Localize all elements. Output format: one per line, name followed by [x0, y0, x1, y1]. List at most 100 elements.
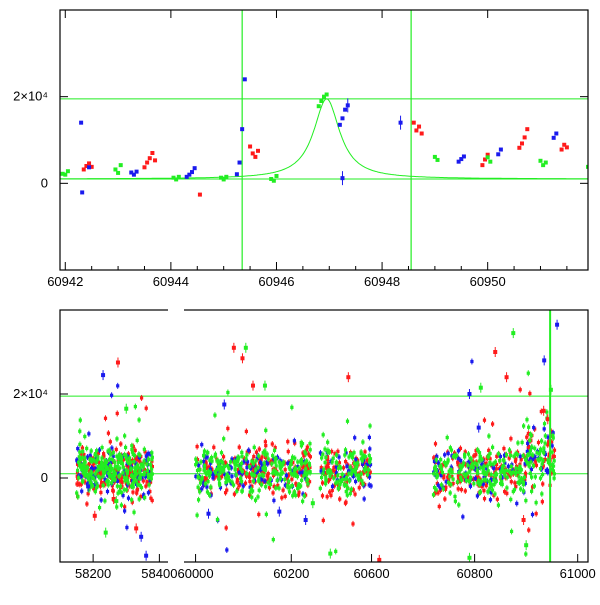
season-0-red-point [80, 446, 85, 450]
season-1-blue-point [301, 492, 305, 496]
season-0-red-point [95, 452, 99, 456]
season-0-green-point [90, 458, 94, 462]
season-0-green-point [76, 468, 80, 472]
season-2-green-point [342, 483, 346, 487]
point-green-17 [322, 94, 326, 99]
season-0-green-point [117, 452, 122, 456]
season-0-red-point [144, 484, 148, 488]
season-1-blue-point [241, 484, 245, 488]
season-3-green-point [477, 478, 481, 483]
model-curve [60, 98, 588, 180]
season-3-green-point [471, 466, 475, 470]
season-0-green-point [135, 438, 139, 442]
season-2-green-point [334, 549, 338, 554]
season-2-green-point [360, 459, 364, 463]
season-2-green-point [345, 484, 349, 488]
season-3-red-point [534, 512, 538, 516]
season-0-red-point [78, 460, 82, 464]
season-3-blue-point [550, 444, 554, 448]
outlier-blue-0 [86, 484, 91, 489]
season-2-blue-point [319, 469, 323, 473]
season-3-green-point [476, 448, 480, 452]
season-2-green-point [368, 459, 372, 463]
season-0-blue-point [90, 467, 95, 471]
season-3-green-point [434, 458, 438, 462]
season-3-green-point [540, 462, 544, 466]
outlier-green-1 [114, 499, 119, 504]
point-red-24 [525, 127, 530, 132]
season-3-green-point [444, 463, 448, 467]
season-1-green-point [277, 486, 281, 490]
season-2-blue-point [337, 455, 341, 459]
season-1-red-point [286, 440, 290, 444]
point-blue-24 [498, 147, 503, 152]
season-1-green-point [285, 484, 290, 488]
season-1-green-point [238, 476, 243, 480]
season-3-green-point [514, 466, 518, 470]
season-0-red-point [119, 442, 123, 446]
season-3-red-point [493, 476, 498, 480]
season-3-red-point [464, 463, 468, 467]
season-3-green-point [448, 474, 452, 479]
season-0-green-point [108, 463, 113, 468]
season-1-green-point [213, 452, 218, 456]
season-1-blue-point [202, 459, 206, 464]
season-3-green-point [450, 470, 454, 474]
outlier-green-3 [243, 345, 248, 350]
season-1-green-point [300, 478, 304, 482]
point-blue-13 [242, 77, 247, 82]
outlier-blue-15 [555, 322, 560, 327]
season-1-green-point [206, 479, 210, 484]
season-1-green-point [306, 482, 310, 486]
season-1-blue-point [259, 478, 264, 482]
season-3-green-point [498, 475, 503, 479]
season-1-green-point [221, 461, 225, 465]
season-3-green-point [479, 466, 483, 470]
season-1-green-point [225, 472, 229, 476]
season-3-green-point [463, 474, 467, 478]
season-1-green-point [293, 468, 298, 472]
season-1-green-point [272, 448, 277, 453]
season-1-green-point [233, 463, 237, 467]
season-3-green-point [542, 450, 546, 454]
season-1-blue-point [283, 483, 287, 487]
season-2-green-point [318, 486, 322, 490]
season-3-green-point [507, 469, 511, 473]
season-3-blue-point [500, 476, 504, 480]
season-3-green-point [472, 482, 476, 486]
point-green-13 [271, 178, 276, 183]
season-3-green-point [442, 460, 447, 465]
season-3-blue-point [443, 453, 447, 457]
season-1-green-point [206, 469, 211, 473]
season-2-red-point [339, 475, 343, 480]
season-1-red-point [297, 490, 301, 494]
season-1-green-point [208, 470, 212, 475]
season-0-green-point [85, 446, 89, 451]
season-1-green-point [226, 475, 231, 479]
season-3-green-point [490, 445, 495, 449]
season-3-blue-point [476, 466, 480, 471]
season-0-green-point [139, 473, 143, 477]
season-3-red-point [482, 497, 487, 501]
season-3-green-point [482, 478, 486, 482]
point-blue-18 [340, 176, 345, 181]
season-2-green-point [345, 493, 349, 497]
season-3-green-point [438, 465, 442, 469]
season-0-green-point [125, 476, 129, 480]
season-0-green-point [138, 476, 142, 480]
point-red-18 [480, 163, 485, 168]
point-red-7 [150, 151, 155, 155]
season-3-green-point [491, 462, 495, 466]
season-3-green-point [494, 479, 498, 484]
season-1-blue-point [245, 465, 249, 470]
top-ytick-label-1: 2×10⁴ [13, 89, 48, 104]
point-blue-11 [237, 160, 242, 165]
point-blue-26 [554, 131, 559, 136]
season-3-green-point [451, 454, 456, 459]
season-0-green-point [119, 454, 123, 458]
season-3-red-point [508, 474, 512, 478]
season-1-green-point [235, 489, 239, 493]
season-3-red-point [432, 456, 436, 460]
season-1-red-point [260, 455, 264, 459]
season-0-red-point [106, 431, 111, 435]
